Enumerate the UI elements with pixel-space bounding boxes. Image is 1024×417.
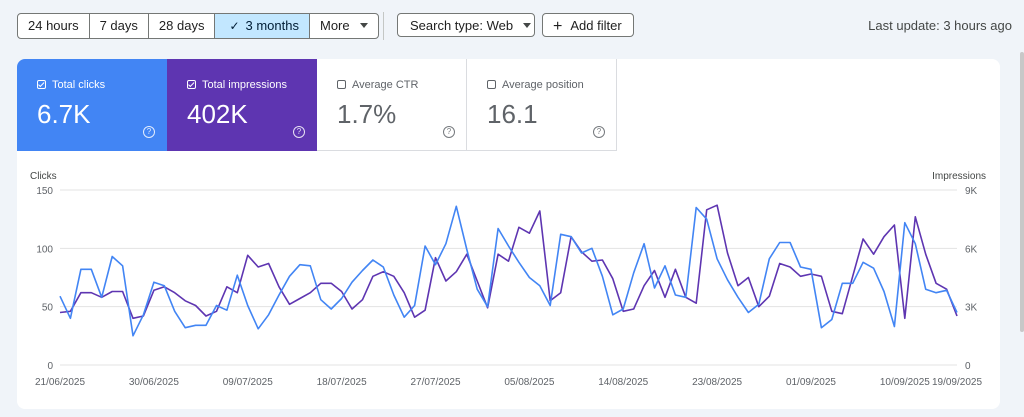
scrollbar[interactable] <box>1020 52 1024 332</box>
x-tick-label: 01/09/2025 <box>786 377 836 388</box>
range-more-dropdown[interactable]: More <box>310 14 378 38</box>
toolbar: 24 hours 7 days 28 days ✓ 3 months More S… <box>0 0 1024 52</box>
right-tick-label: 6K <box>965 244 978 255</box>
range-7-days[interactable]: 7 days <box>90 14 149 38</box>
metric-average-ctr[interactable]: Average CTR 1.7% ? <box>317 59 467 151</box>
left-tick-label: 150 <box>36 186 53 197</box>
x-tick-label: 23/08/2025 <box>692 377 742 388</box>
left-tick-label: 0 <box>47 361 53 372</box>
series-line-clicks <box>59 205 958 337</box>
metric-average-position[interactable]: Average position 16.1 ? <box>467 59 617 151</box>
help-icon[interactable]: ? <box>593 126 605 138</box>
x-tick-label: 09/07/2025 <box>223 377 273 388</box>
x-tick-label: 05/08/2025 <box>504 377 554 388</box>
right-tick-label: 0 <box>965 361 971 372</box>
metric-label: Average position <box>487 79 584 91</box>
left-axis-label: Clicks <box>30 171 57 182</box>
right-tick-label: 9K <box>965 186 978 197</box>
metric-total-impressions[interactable]: Total impressions 402K ? <box>167 59 317 151</box>
x-tick-label: 21/06/2025 <box>35 377 85 388</box>
metric-label: Total clicks <box>37 79 105 91</box>
metric-value: 16.1 <box>487 99 538 129</box>
toolbar-divider <box>383 12 384 40</box>
range-3-months[interactable]: ✓ 3 months <box>215 14 310 38</box>
last-update-text: Last update: 3 hours ago <box>868 18 1012 33</box>
metric-value: 6.7K <box>37 99 91 129</box>
metric-value: 1.7% <box>337 99 397 129</box>
metric-total-clicks[interactable]: Total clicks 6.7K ? <box>17 59 167 151</box>
plus-icon: + <box>553 18 563 35</box>
checkbox-checked-icon[interactable] <box>187 80 196 89</box>
help-icon[interactable]: ? <box>293 126 305 138</box>
series-line-impressions <box>59 204 958 320</box>
checkbox-checked-icon[interactable] <box>37 80 46 89</box>
right-axis-label: Impressions <box>932 171 986 182</box>
right-tick-label: 3K <box>965 303 978 314</box>
left-tick-label: 50 <box>42 303 54 314</box>
chevron-down-icon <box>523 23 532 29</box>
range-24-hours[interactable]: 24 hours <box>18 14 90 38</box>
chevron-down-icon <box>359 23 368 29</box>
x-tick-label: 18/07/2025 <box>317 377 367 388</box>
x-tick-label: 10/09/2025 <box>880 377 930 388</box>
range-28-days[interactable]: 28 days <box>149 14 216 38</box>
metric-label: Total impressions <box>187 79 287 91</box>
performance-chart: Clicks Impressions 150 9K 100 6K 50 3K 0 0 21/06/2… <box>30 171 986 388</box>
checkmark-icon: ✓ <box>229 19 240 33</box>
checkbox-unchecked-icon[interactable] <box>487 80 496 89</box>
help-icon[interactable]: ? <box>443 126 455 138</box>
x-tick-label: 30/06/2025 <box>129 377 179 388</box>
search-type-dropdown[interactable]: Search type: Web <box>397 13 535 37</box>
checkbox-unchecked-icon[interactable] <box>337 80 346 89</box>
metric-value: 402K <box>187 99 248 129</box>
performance-card: Total clicks 6.7K ? Total impressions 40… <box>17 59 1000 409</box>
x-tick-label: 19/09/2025 <box>932 377 982 388</box>
x-tick-label: 14/08/2025 <box>598 377 648 388</box>
add-filter-button[interactable]: + Add filter <box>542 13 634 37</box>
date-range-selector: 24 hours 7 days 28 days ✓ 3 months More <box>17 13 379 39</box>
help-icon[interactable]: ? <box>143 126 155 138</box>
x-tick-label: 27/07/2025 <box>410 377 460 388</box>
metric-label: Average CTR <box>337 79 418 91</box>
left-tick-label: 100 <box>36 244 53 255</box>
